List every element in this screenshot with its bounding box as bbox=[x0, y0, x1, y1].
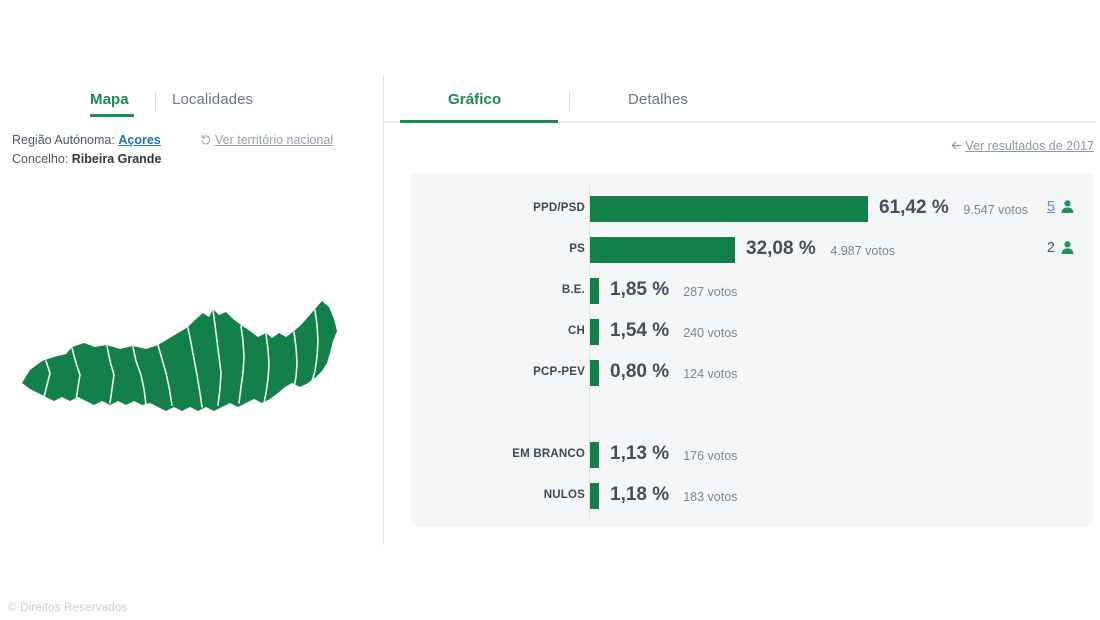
bar-label: PCP-PEV bbox=[533, 366, 585, 378]
results-panel-tabs: Gráfico Detalhes bbox=[384, 87, 1100, 123]
tab-mapa[interactable]: Mapa bbox=[90, 91, 129, 108]
bar-fill bbox=[590, 360, 599, 386]
bar-percent-value: 1,85 % bbox=[610, 279, 670, 300]
bar-fill bbox=[590, 319, 599, 345]
bar-fill bbox=[590, 278, 599, 304]
bar-percent-value: 1,13 % bbox=[610, 443, 670, 464]
results-bar-chart: PPD/PSD 61,42 % 9.547 votos 5 PS 32,08 % 4.987… bbox=[411, 174, 1093, 527]
bar-row[interactable]: CH 1,54 % 240 votos bbox=[411, 319, 1093, 345]
map-region-ribeira-grande-icon[interactable] bbox=[0, 275, 360, 455]
view-national-territory-label: Ver território nacional bbox=[215, 133, 334, 147]
bar-row[interactable]: PPD/PSD 61,42 % 9.547 votos 5 bbox=[411, 196, 1093, 222]
results-panel: Gráfico Detalhes Ver resultados de 2017 … bbox=[384, 75, 1100, 545]
map-panel: Mapa Localidades Região Autónoma: Açores… bbox=[0, 75, 383, 614]
panel-divider bbox=[383, 75, 384, 545]
tab-separator bbox=[155, 92, 156, 111]
bar-row[interactable]: PS 32,08 % 4.987 votos 2 bbox=[411, 237, 1093, 263]
seat-count[interactable]: 5 bbox=[1047, 199, 1075, 218]
chart-axis-line bbox=[589, 182, 590, 519]
person-icon bbox=[1060, 240, 1075, 259]
tab-detalhes[interactable]: Detalhes bbox=[628, 91, 689, 108]
tabs-baseline bbox=[384, 121, 1096, 123]
tab-grafico[interactable]: Gráfico bbox=[448, 91, 502, 108]
undo-arrow-icon bbox=[200, 134, 212, 149]
bar-row[interactable]: EM BRANCO 1,13 % 176 votos bbox=[411, 442, 1093, 468]
bar-percent-value: 61,42 % bbox=[879, 197, 949, 218]
bar-fill bbox=[590, 196, 868, 222]
tab-active-underline bbox=[90, 114, 134, 117]
bar-label: B.E. bbox=[561, 284, 585, 296]
bar-votes-value: 287 votos bbox=[683, 285, 738, 299]
region-link[interactable]: Açores bbox=[118, 133, 161, 147]
bar-votes-value: 4.987 votos bbox=[830, 244, 896, 258]
bar-row[interactable]: B.E. 1,85 % 287 votos bbox=[411, 278, 1093, 304]
bar-votes-value: 176 votos bbox=[683, 449, 738, 463]
bar-row[interactable]: NULOS 1,18 % 183 votos bbox=[411, 483, 1093, 509]
bar-label: NULOS bbox=[543, 489, 585, 501]
copyright-notice: © Direitos Reservados bbox=[8, 602, 128, 614]
bar-votes-value: 240 votos bbox=[683, 326, 738, 340]
bar-fill bbox=[590, 483, 599, 509]
bar-percent-value: 1,54 % bbox=[610, 320, 670, 341]
bar-label: CH bbox=[567, 325, 585, 337]
bar-votes-value: 9.547 votos bbox=[963, 203, 1029, 217]
seat-count: 2 bbox=[1047, 240, 1075, 259]
region-row: Região Autónoma: Açores bbox=[12, 131, 161, 150]
municipality-row: Concelho: Ribeira Grande bbox=[12, 150, 161, 169]
bar-votes-value: 124 votos bbox=[683, 367, 738, 381]
map-panel-tabs: Mapa Localidades bbox=[0, 87, 360, 119]
bar-label: EM BRANCO bbox=[512, 448, 585, 460]
bar-votes-value: 183 votos bbox=[683, 490, 738, 504]
person-icon bbox=[1060, 199, 1075, 218]
previous-results-link[interactable]: Ver resultados de 2017 bbox=[951, 139, 1094, 154]
tab-localidades[interactable]: Localidades bbox=[172, 91, 254, 108]
bar-label: PS bbox=[569, 243, 585, 255]
bar-label: PPD/PSD bbox=[533, 202, 585, 214]
location-breadcrumb: Região Autónoma: Açores Concelho: Ribeir… bbox=[12, 131, 161, 169]
bar-percent-value: 0,80 % bbox=[610, 361, 670, 382]
tab-active-underline bbox=[400, 120, 558, 123]
seat-count-value: 5 bbox=[1046, 199, 1055, 215]
bar-percent-value: 1,18 % bbox=[610, 484, 670, 505]
seat-count-value: 2 bbox=[1046, 240, 1055, 256]
bar-fill bbox=[590, 442, 599, 468]
tab-separator bbox=[569, 92, 570, 111]
municipality-label: Concelho: bbox=[12, 152, 69, 166]
previous-results-label: Ver resultados de 2017 bbox=[965, 139, 1094, 153]
bar-percent-value: 32,08 % bbox=[746, 238, 816, 259]
view-national-territory-link[interactable]: Ver território nacional bbox=[200, 133, 333, 149]
municipality-map[interactable] bbox=[0, 275, 360, 455]
arrow-left-icon bbox=[951, 140, 963, 154]
municipality-value: Ribeira Grande bbox=[71, 152, 162, 166]
bar-fill bbox=[590, 237, 735, 263]
bar-row[interactable]: PCP-PEV 0,80 % 124 votos bbox=[411, 360, 1093, 386]
region-label: Região Autónoma: bbox=[12, 133, 115, 147]
